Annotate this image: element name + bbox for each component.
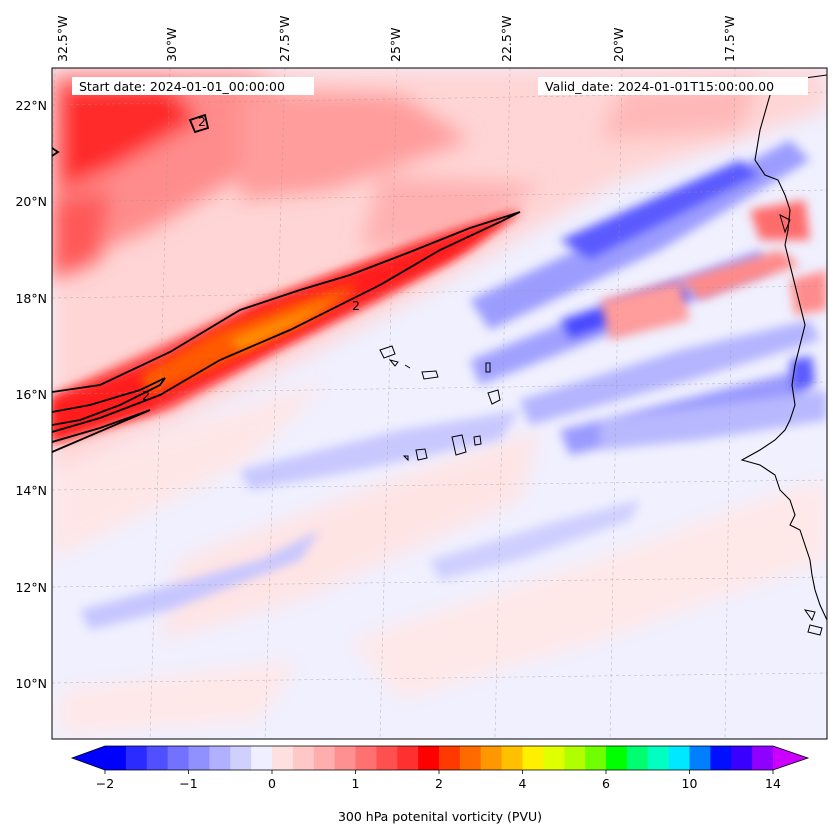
pv-2pvu-contours: [52, 113, 521, 453]
colorbar-cell: [668, 746, 691, 770]
colorbar-cell: [543, 746, 565, 770]
colorbar-cell: [334, 746, 357, 770]
colorbar-cell: [439, 746, 461, 770]
latitude-labels: 22°N 20°N 18°N 16°N 14°N 12°N 10°N: [15, 98, 47, 691]
valid-date-box: [538, 77, 808, 95]
colorbar-cells: [105, 746, 774, 770]
map-panel: 2 2 2: [52, 68, 827, 739]
colorbar-cell: [313, 746, 336, 770]
colorbar-cell: [167, 746, 190, 770]
colorbar-cell: [522, 746, 544, 770]
colorbar-cell: [376, 746, 398, 770]
colorbar-cell: [125, 746, 148, 770]
colorbar-cell: [501, 746, 524, 770]
longitude-label: 25°W: [388, 27, 403, 62]
colorbar-cell: [146, 746, 169, 770]
colorbar-cell: [397, 746, 419, 770]
colorbar-extend-high: [773, 746, 808, 770]
colorbar-cell: [606, 746, 628, 770]
valid-date-text: Valid_date: 2024-01-01T15:00:00.00: [545, 79, 774, 94]
latitude-label: 16°N: [15, 387, 47, 402]
africa-coastline: [740, 74, 827, 621]
pv-streamer: [52, 210, 522, 445]
colorbar-cell: [731, 746, 753, 770]
start-date-text: Start date: 2024-01-01_00:00:00: [79, 79, 285, 94]
colorbar-cell: [355, 746, 377, 770]
colorbar: −2 −1 0 1 2 4 6 10 14 300 hPa potenital vorticit…: [70, 745, 810, 824]
colorbar-cell: [585, 746, 607, 770]
colorbar-cell: [292, 746, 315, 770]
latitude-label: 10°N: [15, 676, 47, 691]
pv-field-coast-red: [600, 200, 827, 340]
graticule: [52, 68, 827, 739]
colorbar-cell: [459, 746, 482, 770]
colorbar-cell: [251, 746, 273, 770]
colorbar-cell: [188, 746, 210, 770]
start-date-box: [72, 77, 314, 95]
longitude-label: 17.5°W: [722, 16, 737, 62]
colorbar-cell: [647, 746, 670, 770]
colorbar-tick-label: 1: [352, 776, 360, 791]
latitude-label: 14°N: [15, 483, 47, 498]
contour-label: 2: [198, 114, 206, 129]
colorbar-tick-label: 14: [765, 776, 781, 791]
latitude-label: 18°N: [15, 291, 47, 306]
colorbar-label: 300 hPa potenital vorticity (PVU): [338, 809, 542, 824]
longitude-label: 27.5°W: [277, 16, 292, 62]
colorbar-tick-label: −1: [179, 776, 197, 791]
pv-field-blue: [80, 140, 827, 630]
latitude-label: 22°N: [15, 98, 47, 113]
colorbar-cell: [418, 746, 440, 770]
colorbar-cell: [105, 746, 127, 770]
longitude-label: 32.5°W: [55, 16, 70, 62]
longitude-labels: 32.5°W 30°W 27.5°W 25°W 22.5°W 20°W 17.5…: [55, 16, 737, 62]
contour-label: 2: [142, 388, 150, 403]
colorbar-extend-low: [72, 746, 105, 770]
longitude-label: 20°W: [611, 27, 626, 62]
longitude-label: 30°W: [164, 27, 179, 62]
colorbar-tick-label: 10: [682, 776, 698, 791]
map-frame: [51, 67, 828, 740]
colorbar-cell: [689, 746, 711, 770]
colorbar-tick-label: 6: [602, 776, 610, 791]
colorbar-tick-label: 0: [268, 776, 276, 791]
colorbar-cell: [272, 746, 294, 770]
latitude-label: 12°N: [15, 580, 47, 595]
longitude-label: 22.5°W: [499, 16, 514, 62]
cape-verde-islands: [379, 345, 501, 462]
colorbar-cell: [626, 746, 649, 770]
contour-label: 2: [352, 298, 360, 313]
pv-field-red: [52, 75, 760, 280]
colorbar-cell: [752, 746, 774, 770]
colorbar-tick-label: 2: [435, 776, 443, 791]
colorbar-cell: [209, 746, 231, 770]
colorbar-cell: [480, 746, 503, 770]
colorbar-ticks: −2 −1 0 1 2 4 6 10 14: [96, 770, 781, 791]
latitude-label: 20°N: [15, 194, 47, 209]
colorbar-cell: [230, 746, 252, 770]
colorbar-cell: [564, 746, 586, 770]
colorbar-cell: [710, 746, 732, 770]
africa-coastline-islands: [779, 214, 823, 636]
colorbar-tick-label: −2: [96, 776, 114, 791]
colorbar-tick-label: 4: [519, 776, 527, 791]
